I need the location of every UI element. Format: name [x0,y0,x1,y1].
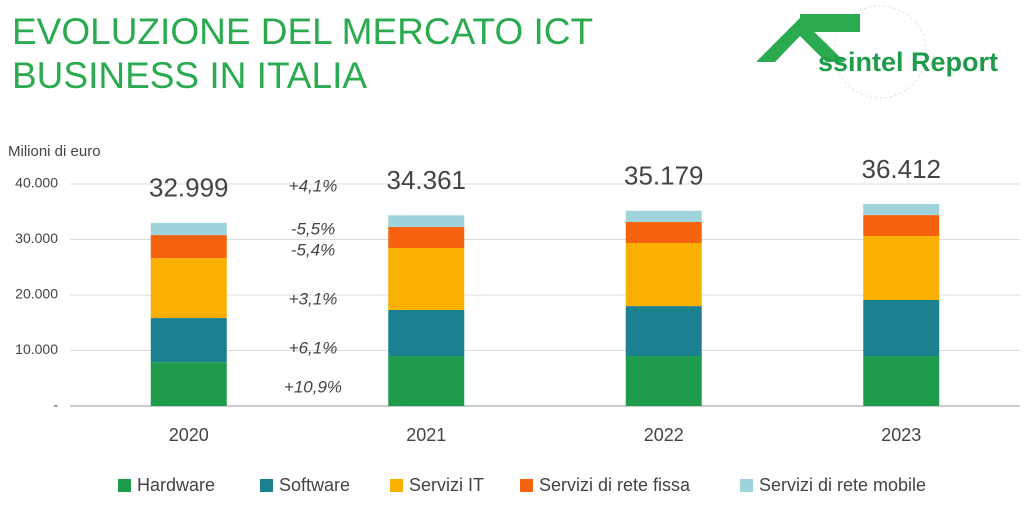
bar-segment [863,236,940,300]
legend-swatch [390,479,403,492]
legend-label: Hardware [137,475,215,495]
bar-segment [625,356,702,406]
total-label: 32.999 [149,173,229,203]
bar-segment [388,215,465,228]
logo-bar [800,14,860,32]
growth-annotation: +6,1% [289,338,338,357]
bar-segment [388,309,465,357]
bar-segment [625,306,702,357]
bar-segment [863,299,940,357]
legend-label: Servizi IT [409,475,484,495]
legend-swatch [740,479,753,492]
legend-swatch [520,479,533,492]
x-tick-label: 2023 [881,425,921,445]
growth-annotation: -5,4% [291,240,335,259]
y-tick-label: 40.000 [15,175,58,191]
bar-segment [388,247,465,310]
logo-globe [833,5,927,99]
bar-segment [150,235,227,259]
bar-segment [150,222,227,236]
bar-segment [388,356,465,406]
legend-label: Servizi di rete mobile [759,475,926,495]
y-tick-label: 20.000 [15,286,58,302]
growth-annotation: -5,5% [291,219,335,238]
x-tick-label: 2021 [406,425,446,445]
logo: ssintel Report [756,5,998,99]
bar-segment [150,362,227,406]
chart-title: BUSINESS IN ITALIA [12,55,367,96]
bar-segment [388,227,465,248]
bar-segment [863,215,940,237]
y-tick-label: 10.000 [15,341,58,357]
bar-segment [625,242,702,307]
chart-title: EVOLUZIONE DEL MERCATO ICT [12,11,593,52]
legend-label: Servizi di rete fissa [539,475,691,495]
y-tick-label: - [53,397,58,413]
legend-label: Software [279,475,350,495]
bar-segment [625,210,702,223]
total-label: 34.361 [386,165,466,195]
legend-swatch [118,479,131,492]
bar-segment [625,222,702,243]
growth-annotation: +10,9% [284,377,342,396]
logo-arrow [756,18,845,62]
y-axis-label: Milioni di euro [8,143,101,160]
bar-segment [863,203,940,216]
total-label: 35.179 [624,161,704,191]
total-label: 36.412 [861,154,941,184]
growth-annotation: +4,1% [289,176,338,195]
bar-segment [863,356,940,406]
growth-annotation: +3,1% [289,289,338,308]
bar-segment [150,318,227,363]
y-tick-label: 30.000 [15,230,58,246]
x-tick-label: 2020 [169,425,209,445]
legend-swatch [260,479,273,492]
logo-text: ssintel Report [818,47,998,77]
bar-segment [150,258,227,319]
x-tick-label: 2022 [644,425,684,445]
